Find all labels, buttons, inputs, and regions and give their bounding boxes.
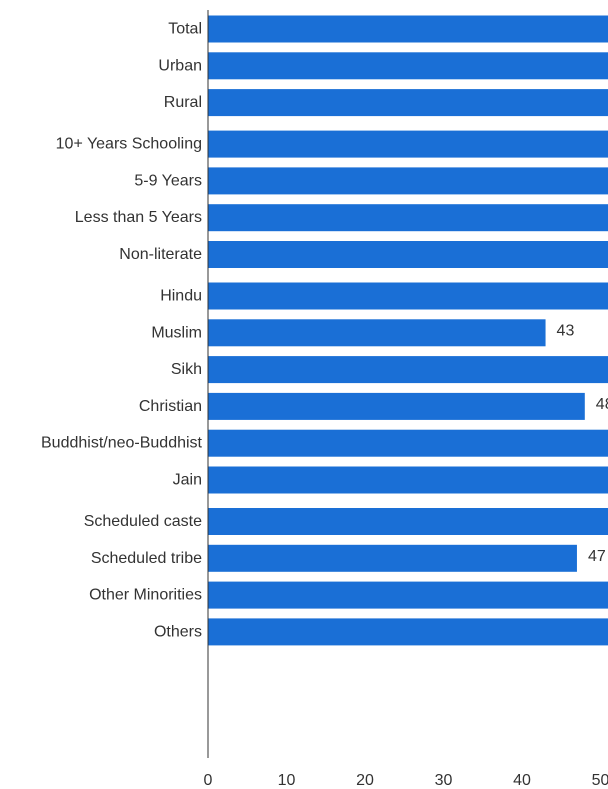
category-label: Total — [168, 21, 202, 38]
category-label: Less than 5 Years — [75, 209, 202, 226]
x-tick-label: 10 — [278, 772, 296, 789]
bar — [208, 204, 608, 232]
category-label: Sikh — [171, 361, 202, 378]
x-tick-label: 40 — [513, 772, 531, 789]
bar — [208, 130, 608, 158]
category-label: Buddhist/neo-Buddhist — [41, 435, 203, 452]
value-label: 43 — [557, 322, 575, 339]
x-tick-label: 30 — [435, 772, 453, 789]
category-label: Other Minorities — [89, 587, 202, 604]
bar — [208, 466, 608, 494]
category-label: Hindu — [160, 288, 202, 305]
category-label: Muslim — [151, 324, 202, 341]
bar — [208, 282, 608, 310]
category-label: 5-9 Years — [134, 172, 202, 189]
bar — [208, 618, 608, 646]
category-label: Scheduled caste — [84, 513, 202, 530]
x-tick-label: 20 — [356, 772, 374, 789]
bar — [208, 167, 608, 195]
bar — [208, 356, 608, 384]
category-label: Urban — [158, 57, 202, 74]
category-label: Christian — [139, 398, 202, 415]
bar — [208, 581, 608, 609]
bar — [208, 508, 608, 535]
category-label: Rural — [164, 94, 202, 111]
bar — [208, 89, 608, 117]
bar — [208, 241, 608, 268]
bar — [208, 52, 608, 80]
category-label: Non-literate — [119, 246, 202, 263]
bar — [208, 319, 546, 347]
bar — [208, 429, 608, 457]
value-label: 47 — [588, 548, 606, 565]
category-label: 10+ Years Schooling — [56, 136, 202, 153]
value-label: 48 — [596, 396, 608, 413]
bar — [208, 392, 585, 420]
x-tick-label: 50 — [592, 772, 608, 789]
category-label: Others — [154, 623, 202, 640]
category-label: Scheduled tribe — [91, 550, 202, 567]
category-label: Jain — [173, 472, 202, 489]
x-tick-label: 0 — [204, 772, 213, 789]
bar — [208, 15, 608, 43]
bar — [208, 544, 577, 572]
